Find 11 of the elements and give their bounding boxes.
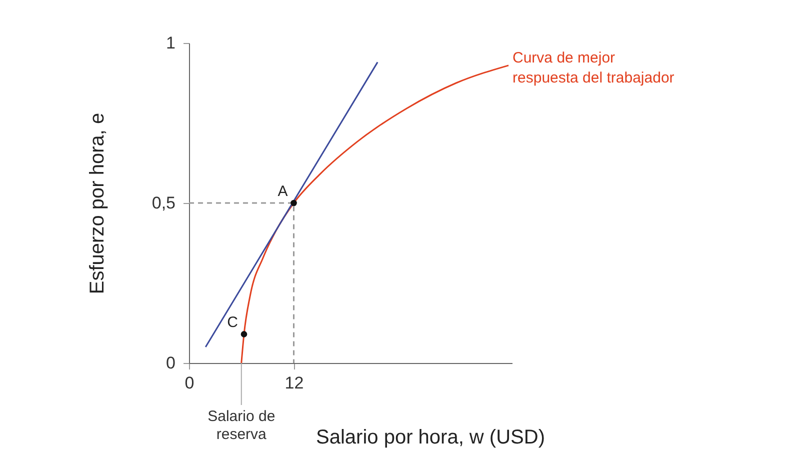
annotation: C: [227, 314, 238, 332]
annotation: Salario de reserva: [208, 408, 276, 443]
y-tick-label: 1: [166, 34, 176, 52]
series-label: Curva de mejor respuesta del trabajador: [512, 49, 674, 86]
line-series: [240, 64, 510, 364]
y-tick-label: 0: [166, 354, 176, 372]
x-axis-title: Salario por hora, w (USD): [316, 426, 545, 448]
y-tick-label: 0,5: [152, 194, 176, 212]
y-axis-title: Esfuerzo por hora, e: [86, 112, 108, 294]
x-tick-label: 12: [284, 374, 304, 392]
annotation: A: [278, 183, 288, 200]
